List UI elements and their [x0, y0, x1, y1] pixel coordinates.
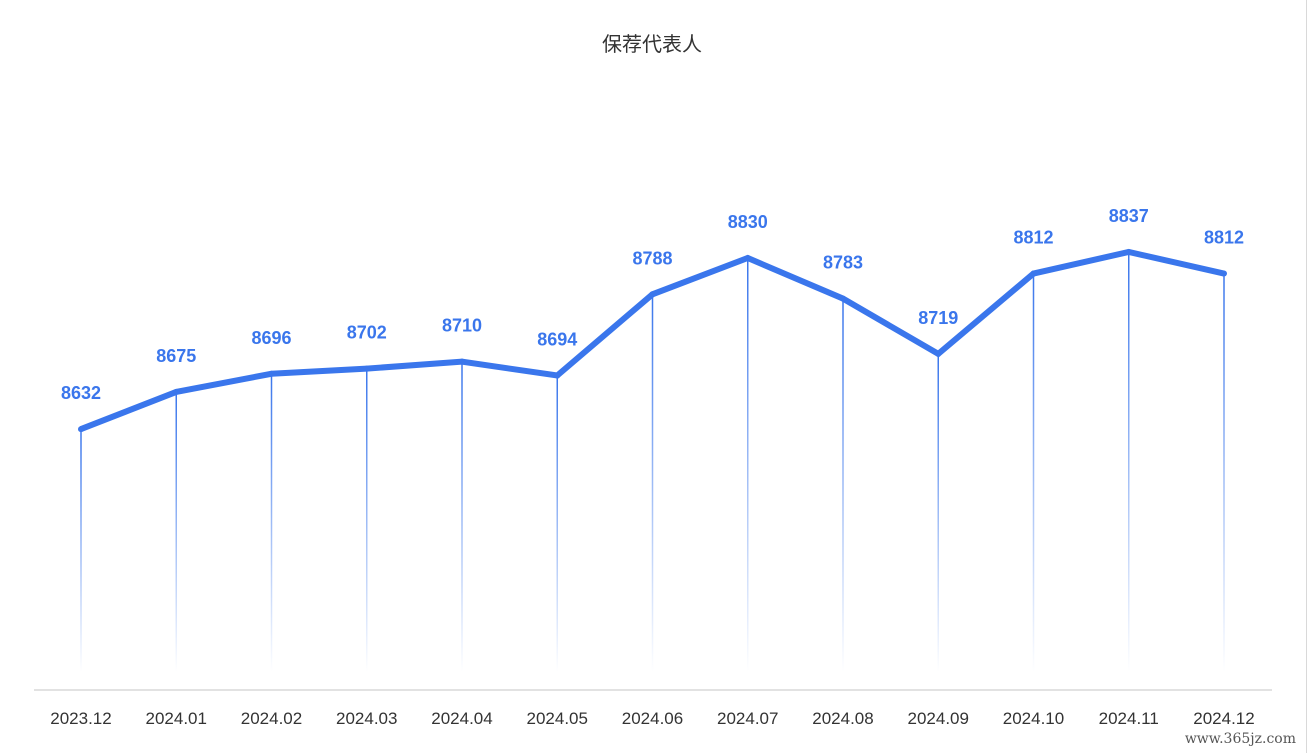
- x-tick-label: 2024.10: [1003, 709, 1064, 728]
- x-tick-label: 2024.09: [908, 709, 969, 728]
- x-tick-label: 2024.08: [812, 709, 873, 728]
- data-point: [744, 255, 751, 261]
- drop-line: [937, 353, 939, 672]
- drop-line: [842, 298, 844, 672]
- data-label: 8702: [347, 323, 387, 343]
- data-label: 8812: [1013, 228, 1053, 248]
- data-point: [554, 372, 561, 379]
- data-point: [649, 291, 656, 298]
- data-label: 8788: [632, 248, 672, 268]
- drop-lines: [80, 251, 1225, 672]
- data-point: [78, 426, 84, 433]
- series-line-group: [78, 248, 1227, 433]
- data-point: [268, 370, 275, 377]
- data-point: [935, 350, 942, 357]
- drop-line: [651, 294, 654, 672]
- x-tick-label: 2024.11: [1099, 709, 1159, 728]
- x-tick-label: 2024.05: [527, 709, 588, 728]
- drop-line: [80, 429, 82, 672]
- data-label: 8783: [823, 253, 863, 273]
- data-point: [1125, 248, 1132, 255]
- drop-line: [1032, 273, 1035, 672]
- drop-line: [747, 258, 749, 672]
- chart-title: 保荐代表人: [602, 32, 702, 56]
- x-tick-label: 2023.12: [50, 709, 111, 728]
- data-label: 8710: [442, 316, 482, 336]
- data-labels: 8632 8675 8696 8702 8710 8694 8788 8830 8783 8719…: [61, 206, 1244, 403]
- drop-line: [270, 373, 273, 672]
- data-point: [1030, 270, 1037, 277]
- x-tick-labels: 2023.12 2024.01 2024.02 2024.03 2024.04 2024.…: [50, 709, 1254, 728]
- data-label: 8837: [1109, 206, 1149, 226]
- drop-line: [175, 391, 177, 672]
- x-tick-label: 2024.01: [146, 709, 207, 728]
- drop-line: [556, 375, 558, 672]
- data-point: [840, 295, 846, 302]
- watermark: www.365jz.com: [1180, 729, 1300, 749]
- drop-line: [461, 361, 463, 672]
- data-point: [173, 388, 180, 395]
- x-tick-label: 2024.02: [241, 709, 302, 728]
- x-tick-label: 2024.03: [336, 709, 397, 728]
- x-tick-label: 2024.06: [622, 709, 683, 728]
- drop-line: [1223, 273, 1225, 672]
- drop-line: [366, 368, 368, 672]
- drop-line: [1128, 251, 1130, 672]
- data-label: 8694: [537, 330, 577, 350]
- data-label: 8830: [728, 212, 768, 232]
- data-label: 8812: [1204, 228, 1244, 248]
- data-point: [459, 358, 465, 365]
- x-tick-label: 2024.07: [717, 709, 778, 728]
- data-label: 8675: [156, 346, 196, 366]
- data-point: [363, 365, 370, 372]
- data-label: 8632: [61, 383, 101, 403]
- data-point: [1221, 270, 1227, 277]
- data-label: 8696: [251, 328, 291, 348]
- x-tick-label: 2024.12: [1193, 709, 1254, 728]
- data-label: 8719: [918, 308, 958, 328]
- x-tick-label: 2024.04: [431, 709, 492, 728]
